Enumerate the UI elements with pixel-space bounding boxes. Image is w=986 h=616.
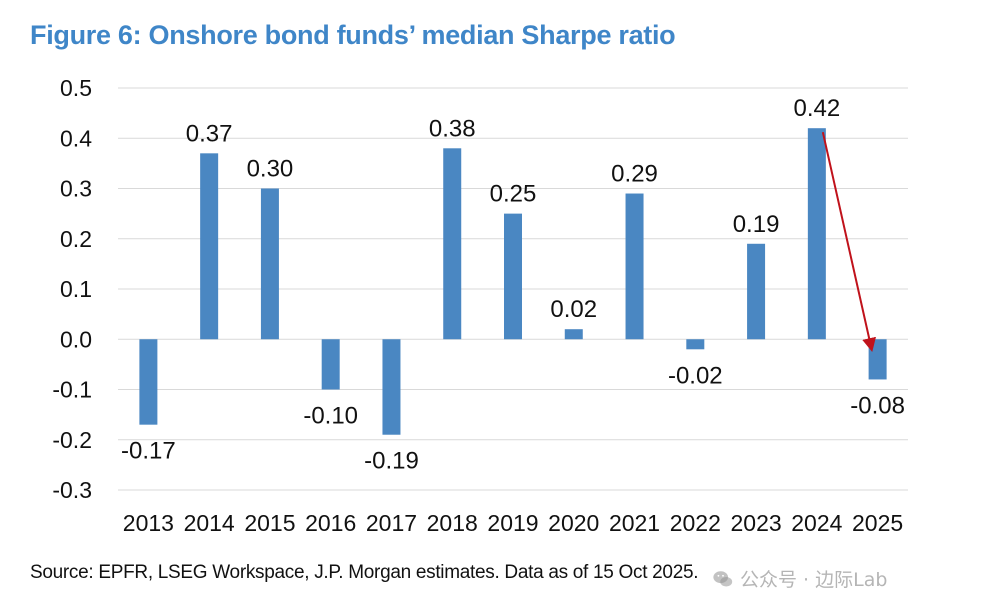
value-label-2019: 0.25 [490, 181, 537, 208]
value-label-2016: -0.10 [303, 403, 358, 430]
bar-2017 [382, 339, 401, 435]
watermark-text: 公众号 · 边际Lab [740, 569, 888, 591]
y-tick-label: 0.2 [60, 226, 92, 252]
bar-2021 [625, 193, 644, 340]
value-label-2022: -0.02 [668, 362, 723, 389]
x-tick-label: 2014 [184, 510, 235, 536]
bar-2018 [443, 148, 462, 340]
value-label-2023: 0.19 [733, 211, 780, 238]
x-tick-label: 2013 [123, 510, 174, 536]
value-labels: -0.17 0.37 0.30 -0.10-0.19 0.38 0.25 0.02 0.29 -… [121, 95, 905, 475]
value-label-2015: 0.30 [247, 156, 294, 183]
bar-2013 [139, 339, 158, 425]
x-tick-label: 2015 [244, 510, 295, 536]
x-tick-label: 2019 [487, 510, 538, 536]
y-tick-label: 0.4 [60, 125, 92, 151]
trend-arrow [821, 131, 876, 352]
value-label-2024: 0.42 [793, 95, 840, 122]
bar-2020 [564, 329, 583, 340]
y-tick-label: 0.1 [60, 276, 92, 302]
wechat-icon [713, 570, 733, 587]
y-tick-label: 0.5 [60, 75, 92, 101]
value-label-2020: 0.02 [550, 296, 597, 323]
y-tick-label: 0.3 [60, 176, 92, 202]
source-note: Source: EPFR, LSEG Workspace, J.P. Morga… [30, 562, 699, 583]
bar-2019 [504, 213, 522, 340]
chart-title: Figure 6: Onshore bond funds’ median Sha… [30, 20, 676, 50]
value-label-2025: -0.08 [850, 392, 905, 419]
x-tick-label: 2022 [670, 510, 721, 536]
bar-2015 [260, 188, 279, 340]
y-tick-label: 0.0 [60, 326, 92, 352]
y-tick-label: -0.1 [52, 377, 92, 403]
y-tick-label: -0.3 [52, 477, 92, 503]
x-tick-label: 2023 [730, 510, 781, 536]
value-label-2013: -0.17 [121, 438, 176, 465]
bars [139, 128, 887, 435]
x-axis-ticks: 2013 2014 2015 2016 2017 2018 2019 2020 2021 2022… [123, 510, 903, 536]
value-label-2014: 0.37 [186, 120, 233, 147]
x-tick-label: 2020 [548, 510, 599, 536]
value-label-2017: -0.19 [364, 448, 419, 475]
value-label-2018: 0.38 [429, 115, 476, 142]
y-axis-ticks: 0.5 0.4 0.3 0.2 0.1 0.0 -0.1 -0.2 -0.3 [52, 75, 92, 503]
bar-2014 [200, 153, 219, 340]
bar-2023 [747, 243, 766, 340]
x-tick-label: 2016 [305, 510, 356, 536]
watermark: 公众号 · 边际Lab [712, 565, 887, 592]
bar-2022 [686, 339, 705, 350]
bar-2016 [321, 339, 340, 390]
x-tick-label: 2024 [791, 510, 842, 536]
value-label-2021: 0.29 [611, 161, 658, 188]
y-tick-label: -0.2 [52, 427, 92, 453]
bar-2024 [807, 128, 826, 340]
x-tick-label: 2018 [427, 510, 478, 536]
x-tick-label: 2017 [366, 510, 417, 536]
x-tick-label: 2025 [852, 510, 903, 536]
x-tick-label: 2021 [609, 510, 660, 536]
annotations [821, 131, 876, 352]
